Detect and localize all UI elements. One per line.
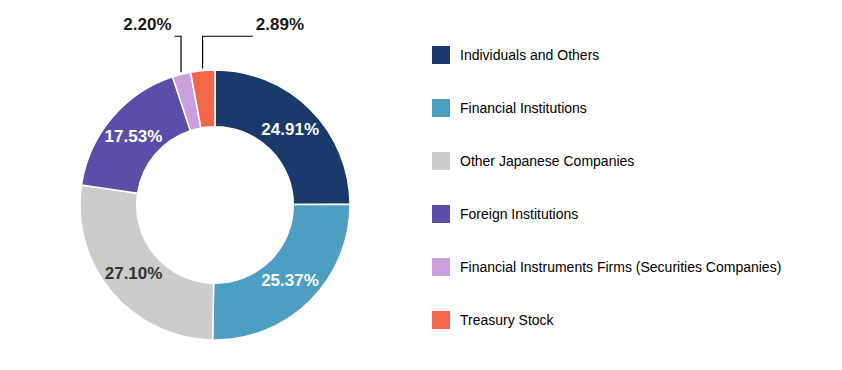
legend-label: Individuals and Others	[460, 47, 599, 63]
slice	[215, 70, 350, 205]
data-labels: 24.91% 25.37% 27.10% 17.53% 2.20% 2.89%	[105, 15, 319, 290]
legend-label: Financial Institutions	[460, 100, 587, 116]
legend-swatch	[432, 152, 450, 170]
slice	[82, 77, 191, 193]
legend-swatch	[432, 99, 450, 117]
data-label: 27.10%	[105, 264, 163, 283]
legend-swatch	[432, 205, 450, 223]
legend: Individuals and Others Financial Institut…	[432, 46, 781, 329]
legend-label: Treasury Stock	[460, 312, 555, 328]
slice	[213, 204, 350, 340]
donut	[80, 70, 350, 340]
chart-container: 24.91% 25.37% 27.10% 17.53% 2.20% 2.89% Indivi…	[0, 0, 842, 370]
data-label: 2.20%	[123, 15, 171, 34]
data-label: 24.91%	[261, 120, 319, 139]
slice	[80, 185, 214, 340]
chart: 24.91% 25.37% 27.10% 17.53% 2.20% 2.89% Indivi…	[0, 0, 842, 370]
leader-line	[203, 36, 253, 68]
leader-line	[175, 36, 182, 72]
legend-swatch	[432, 311, 450, 329]
legend-label: Financial Instruments Firms (Securities …	[460, 259, 781, 275]
data-label: 2.89%	[256, 15, 304, 34]
legend-label: Foreign Institutions	[460, 206, 578, 222]
legend-swatch	[432, 258, 450, 276]
slice	[191, 70, 215, 128]
legend-swatch	[432, 46, 450, 64]
legend-label: Other Japanese Companies	[460, 153, 634, 169]
data-label: 17.53%	[105, 127, 163, 146]
data-label: 25.37%	[261, 271, 319, 290]
